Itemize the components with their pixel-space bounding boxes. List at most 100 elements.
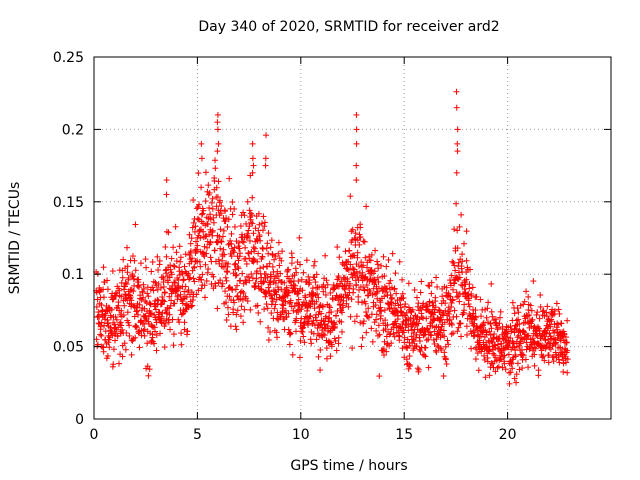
data-point [233,287,239,293]
data-point [515,360,521,366]
data-point [235,257,241,263]
data-point [182,264,188,270]
data-point [262,294,268,300]
data-point [458,212,464,218]
data-point [514,317,520,323]
y-tick-label: 0.2 [62,122,84,138]
data-point [327,305,333,311]
data-point [103,328,109,334]
data-point [478,313,484,319]
data-point [412,287,418,293]
data-point [245,199,251,205]
data-point [167,327,173,333]
data-point [263,132,269,138]
data-point [426,365,432,371]
data-point [355,294,361,300]
data-point [317,367,323,373]
data-point [461,302,467,308]
y-tick-label: 0.1 [62,267,84,283]
data-point [233,323,239,329]
data-point [402,301,408,307]
y-tick-label: 0.05 [53,340,84,356]
data-point [255,310,261,316]
data-point [212,248,218,254]
data-point [163,192,169,198]
data-point [362,287,368,293]
data-point [137,344,143,350]
data-point [143,265,149,271]
data-point [374,259,380,265]
data-point [241,307,247,313]
data-point [264,264,270,270]
data-point [264,301,270,307]
data-point [260,246,266,252]
data-point [380,348,386,354]
data-point [215,112,221,118]
data-point [317,347,323,353]
data-point [356,242,362,248]
data-point [101,294,107,300]
data-point [385,257,391,263]
data-point [218,203,224,209]
data-point [454,141,460,147]
data-point [123,330,129,336]
data-point [537,292,543,298]
data-point [390,251,396,257]
data-point [315,354,321,360]
data-point [178,254,184,260]
data-point [456,260,462,266]
data-point [166,229,172,235]
data-point [428,332,434,338]
data-point [512,310,518,316]
data-point [423,345,429,351]
data-point [242,245,248,251]
chart: 00.050.10.150.20.250 5 10 15 20 Day 340 of 2… [0,0,640,480]
data-point [529,308,535,314]
data-point [265,305,271,311]
data-point [467,304,473,310]
data-point [253,280,259,286]
data-point [217,246,223,252]
data-point [173,249,179,255]
data-point [205,182,211,188]
data-point [159,310,165,316]
data-point [353,177,359,183]
data-point [121,303,127,309]
data-point [381,254,387,260]
data-point [214,306,220,312]
data-points [93,89,571,387]
data-point [334,348,340,354]
data-point [133,267,139,273]
data-point [290,352,296,358]
data-point [180,277,186,283]
data-point [345,266,351,272]
data-point [153,347,159,353]
data-point [359,299,365,305]
data-point [551,358,557,364]
data-point [293,328,299,334]
data-point [247,307,253,313]
data-point [230,212,236,218]
data-point [455,148,461,154]
data-point [300,333,306,339]
data-point [198,141,204,147]
data-point [120,275,126,281]
data-point [336,254,342,260]
data-point [355,250,361,256]
data-point [443,357,449,363]
data-point [312,259,318,265]
data-point [271,257,277,263]
data-point [453,89,459,95]
data-point [427,298,433,304]
chart-title: Day 340 of 2020, SRMTID for receiver ard… [198,19,499,35]
data-point [533,312,539,318]
data-point [145,293,151,299]
data-point [497,315,503,321]
data-point [241,212,247,218]
data-point [444,361,450,367]
data-point [171,263,177,269]
data-point [407,353,413,359]
data-point [234,283,240,289]
data-point [124,245,130,251]
data-point [280,305,286,311]
